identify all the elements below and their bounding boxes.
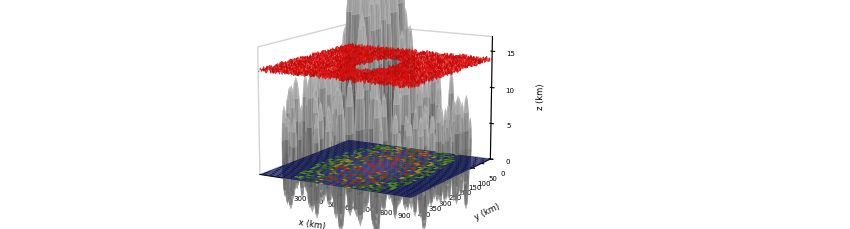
Y-axis label: y (km): y (km) xyxy=(473,201,501,221)
X-axis label: x (km): x (km) xyxy=(298,218,326,229)
